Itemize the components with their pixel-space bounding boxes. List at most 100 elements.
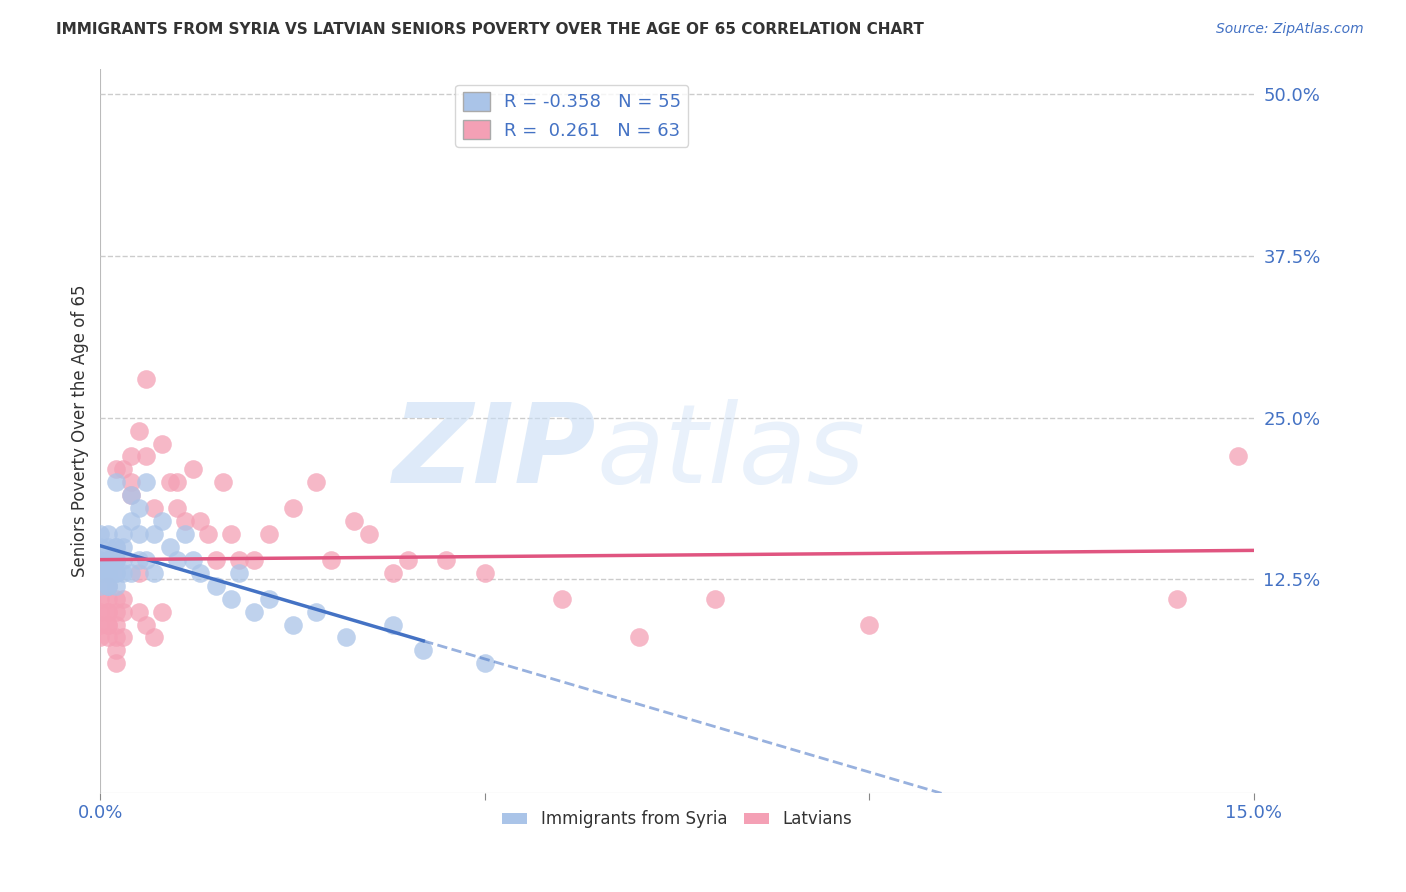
Point (550, 591, 572, 606)
Point (166, 475, 188, 490)
Point (104, 540, 127, 554)
Point (97, 617, 120, 632)
Point (188, 566, 211, 580)
Point (89, 527, 111, 541)
Point (97, 553, 120, 567)
Point (104, 462, 127, 476)
Point (97, 553, 120, 567)
Point (97, 579, 120, 593)
Point (228, 566, 250, 580)
Point (212, 475, 235, 490)
Point (104, 605, 127, 619)
Point (120, 566, 142, 580)
Point (112, 540, 135, 554)
Point (219, 591, 242, 606)
Point (112, 631, 135, 645)
Point (97, 566, 120, 580)
Point (188, 514, 211, 528)
Point (159, 475, 181, 490)
Point (120, 450, 142, 464)
Point (120, 488, 142, 502)
Point (97, 605, 120, 619)
Point (104, 475, 127, 490)
Point (143, 501, 166, 516)
Point (97, 591, 120, 606)
Point (412, 643, 434, 657)
Point (112, 591, 135, 606)
Point (396, 553, 419, 567)
Point (150, 605, 173, 619)
Point (104, 631, 127, 645)
Point (474, 657, 496, 671)
Point (97, 553, 120, 567)
Point (319, 553, 342, 567)
Point (97, 631, 120, 645)
Point (120, 475, 142, 490)
Point (181, 462, 204, 476)
Point (197, 527, 219, 541)
Point (135, 475, 157, 490)
Point (97, 605, 120, 619)
Point (97, 579, 120, 593)
Point (135, 372, 157, 386)
Point (104, 553, 127, 567)
Point (181, 553, 204, 567)
Point (219, 527, 242, 541)
Point (150, 436, 173, 450)
Point (112, 605, 135, 619)
Point (112, 527, 135, 541)
Point (89, 553, 111, 567)
Point (104, 617, 127, 632)
Point (304, 475, 326, 490)
Point (166, 553, 188, 567)
Point (281, 617, 304, 632)
Point (359, 527, 381, 541)
Point (128, 553, 150, 567)
Point (381, 617, 404, 632)
Point (704, 591, 727, 606)
Point (104, 553, 127, 567)
Point (135, 617, 157, 632)
Point (104, 540, 127, 554)
Point (89, 605, 111, 619)
Point (858, 617, 880, 632)
Point (143, 631, 166, 645)
Point (89, 540, 111, 554)
Point (128, 566, 150, 580)
Point (97, 540, 120, 554)
Legend: Immigrants from Syria, Latvians: Immigrants from Syria, Latvians (495, 804, 859, 835)
Point (166, 501, 188, 516)
Point (120, 488, 142, 502)
Point (112, 553, 135, 567)
Y-axis label: Seniors Poverty Over the Age of 65: Seniors Poverty Over the Age of 65 (72, 285, 89, 577)
Point (89, 591, 111, 606)
Point (135, 450, 157, 464)
Point (128, 605, 150, 619)
Text: atlas: atlas (596, 399, 865, 506)
Point (204, 553, 226, 567)
Point (159, 540, 181, 554)
Point (104, 579, 127, 593)
Point (135, 553, 157, 567)
Point (243, 553, 266, 567)
Point (150, 514, 173, 528)
Point (243, 605, 266, 619)
Point (381, 566, 404, 580)
Point (97, 617, 120, 632)
Point (228, 553, 250, 567)
Text: IMMIGRANTS FROM SYRIA VS LATVIAN SENIORS POVERTY OVER THE AGE OF 65 CORRELATION : IMMIGRANTS FROM SYRIA VS LATVIAN SENIORS… (56, 22, 924, 37)
Point (104, 657, 127, 671)
Point (281, 501, 304, 516)
Point (1227, 450, 1250, 464)
Point (104, 566, 127, 580)
Point (128, 501, 150, 516)
Point (434, 553, 457, 567)
Point (335, 631, 357, 645)
Point (128, 424, 150, 438)
Point (104, 566, 127, 580)
Point (97, 566, 120, 580)
Point (104, 553, 127, 567)
Point (97, 527, 120, 541)
Point (627, 631, 650, 645)
Point (343, 514, 366, 528)
